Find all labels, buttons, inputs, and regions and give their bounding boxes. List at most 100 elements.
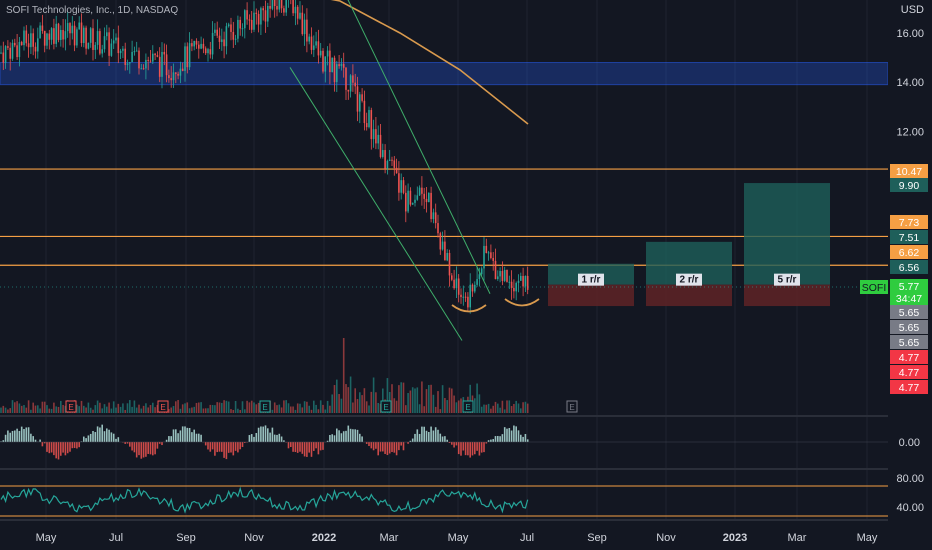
- oscillator-bar: [354, 429, 356, 442]
- candle-body: [354, 82, 356, 87]
- volume-bar: [122, 403, 124, 413]
- volume-bar: [124, 409, 126, 413]
- volume-bar: [483, 404, 485, 413]
- volume-bar: [499, 407, 501, 413]
- oscillator-bar: [241, 442, 244, 447]
- candle-body: [7, 46, 9, 48]
- candle-body: [177, 73, 179, 76]
- pane-divider-3[interactable]: [0, 519, 888, 521]
- oscillator-bar: [267, 428, 269, 442]
- bottom-arcs: [451, 298, 540, 313]
- earnings-marker: [566, 400, 578, 413]
- oscillator-bar: [310, 442, 313, 457]
- price-tag: [890, 350, 928, 364]
- candle-body: [382, 150, 384, 157]
- candle-body: [296, 6, 299, 19]
- candle-body: [18, 41, 21, 58]
- chart-title: SOFI Technologies, Inc., 1D, NASDAQ: [6, 5, 178, 16]
- oscillator-bar: [283, 440, 285, 442]
- volume-bar: [407, 393, 409, 413]
- volume-bar: [207, 408, 209, 413]
- volume-bar: [34, 405, 37, 413]
- oscillator-bar: [25, 427, 28, 442]
- oscillator-bar: [476, 442, 478, 451]
- oscillator-bar: [9, 432, 11, 442]
- oscillator-bar: [27, 427, 30, 442]
- volume-bar: [411, 387, 414, 413]
- oscillator-bar: [414, 433, 416, 442]
- volume-bar: [119, 406, 122, 413]
- pane-divider-1[interactable]: [0, 415, 888, 417]
- volume-bar: [184, 403, 186, 413]
- price-tag-text: 5.77: [899, 281, 920, 293]
- oscillator-bar: [232, 442, 235, 456]
- risk-reward-boxes: 1 r/r 2 r/r 5 r/r: [548, 183, 830, 307]
- candle-body: [241, 28, 244, 30]
- oscillator-bar: [382, 442, 384, 452]
- price-tag: [890, 245, 928, 259]
- volume-bar: [43, 401, 46, 413]
- volume-bars: [0, 338, 529, 413]
- volume-bar: [363, 388, 366, 413]
- volume-bar: [76, 404, 78, 413]
- oscillator-bar: [340, 433, 343, 442]
- price-tick: 12.00: [896, 126, 924, 138]
- candle-body: [384, 150, 386, 169]
- oscillator-bar: [170, 436, 172, 442]
- candle-body: [347, 89, 350, 92]
- oscillator-bar: [421, 426, 423, 442]
- candle-body: [34, 46, 37, 52]
- volume-bar: [434, 406, 437, 413]
- price-tag: [890, 215, 928, 229]
- candle-body: [499, 271, 501, 277]
- volume-bar: [405, 405, 407, 413]
- candle-body: [78, 22, 80, 30]
- oscillator-bar: [287, 442, 290, 449]
- volume-bar: [202, 408, 205, 413]
- time-axis[interactable]: May Jul Sep Nov 2022 Mar May Jul Sep Nov 2023 Mar Ma…: [36, 532, 878, 544]
- price-tag-text: 9.90: [899, 180, 920, 192]
- candle-body: [99, 31, 101, 54]
- oscillator-bar: [73, 442, 76, 448]
- candle-body: [446, 252, 448, 261]
- pane-divider-2[interactable]: [0, 468, 888, 470]
- volume-bar: [490, 408, 492, 413]
- oscillator-bar: [260, 426, 262, 442]
- oscillator-bar: [193, 429, 195, 442]
- volume-bar: [306, 401, 308, 413]
- volume-bar: [375, 392, 377, 413]
- candle-body: [524, 275, 527, 287]
- candle-body: [294, 6, 297, 14]
- price-tick: 16.00: [896, 28, 924, 40]
- oscillator-bar: [439, 433, 442, 442]
- oscillator-bar: [517, 430, 520, 442]
- candle-body: [375, 129, 377, 144]
- oscillator-bar: [437, 429, 439, 442]
- volume-bar: [232, 409, 235, 413]
- price-tag-text: 5.65: [899, 322, 920, 334]
- volume-bar: [457, 400, 460, 413]
- candle-body: [221, 39, 223, 42]
- volume-bar: [142, 405, 145, 413]
- candle-body: [292, 0, 294, 14]
- oscillator-bar: [156, 442, 159, 449]
- symbol-tag[interactable]: SOFI: [860, 280, 888, 294]
- oscillator-bar: [444, 436, 446, 442]
- oscillator-bar: [4, 434, 7, 442]
- volume-bar: [223, 400, 225, 413]
- oscillator-bar: [0, 441, 2, 442]
- candle-body: [271, 0, 274, 9]
- candle-body: [363, 100, 366, 124]
- volume-bar: [39, 408, 41, 413]
- candle-body: [476, 279, 478, 285]
- candle-body: [223, 39, 225, 47]
- candle-body: [490, 252, 492, 259]
- oscillator-bar: [485, 442, 488, 444]
- oscillator-bar: [338, 430, 340, 442]
- candle-body: [191, 43, 193, 47]
- oscillator-bar: [402, 442, 405, 451]
- volume-bar: [87, 402, 90, 413]
- oscillator-bar: [69, 442, 71, 452]
- volume-bar: [294, 409, 297, 413]
